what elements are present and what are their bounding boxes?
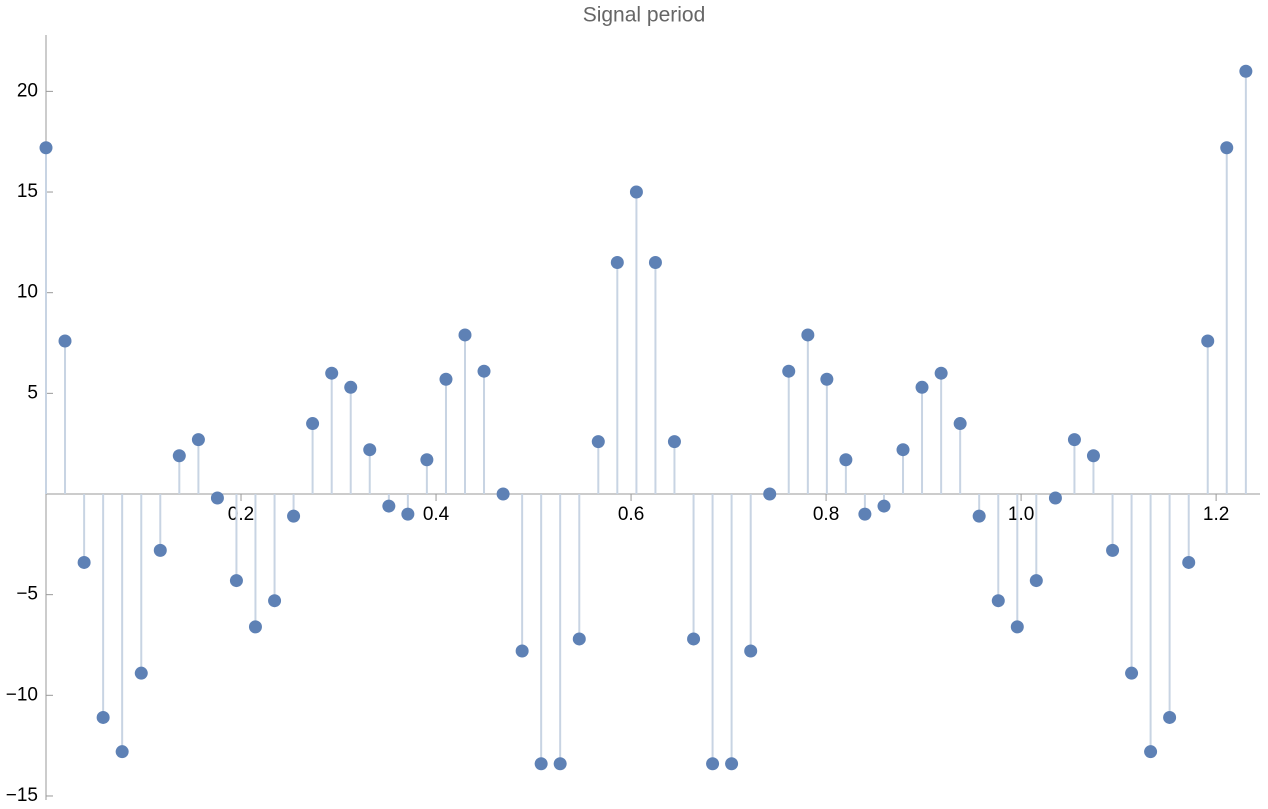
point bbox=[401, 507, 415, 521]
point bbox=[134, 666, 148, 680]
y-tick-label: 20 bbox=[17, 80, 38, 101]
point bbox=[1125, 666, 1139, 680]
y-tick-label: −5 bbox=[16, 584, 38, 605]
chart-title: Signal period bbox=[583, 4, 706, 27]
y-tick-label: −10 bbox=[6, 684, 38, 705]
point bbox=[172, 449, 186, 463]
point bbox=[229, 574, 243, 588]
x-tick-label: 0.2 bbox=[228, 504, 254, 525]
point bbox=[1201, 334, 1215, 348]
y-tick-label: 10 bbox=[17, 282, 38, 303]
point bbox=[420, 453, 434, 467]
point bbox=[744, 644, 758, 658]
x-tick-label: 1.0 bbox=[1008, 504, 1034, 525]
x-tick-label: 0.4 bbox=[423, 504, 450, 525]
point bbox=[934, 366, 948, 380]
point bbox=[1106, 543, 1120, 557]
point bbox=[820, 372, 834, 386]
point bbox=[706, 757, 720, 771]
point bbox=[191, 433, 205, 447]
point bbox=[896, 443, 910, 457]
point bbox=[96, 710, 110, 724]
point bbox=[1010, 620, 1024, 634]
point bbox=[858, 507, 872, 521]
point bbox=[877, 499, 891, 513]
point bbox=[972, 509, 986, 523]
point bbox=[725, 757, 739, 771]
point bbox=[363, 443, 377, 457]
point bbox=[839, 453, 853, 467]
point bbox=[610, 255, 624, 269]
point bbox=[496, 487, 510, 501]
point bbox=[687, 632, 701, 646]
y-tick-label: 15 bbox=[17, 181, 38, 202]
point bbox=[553, 757, 567, 771]
point bbox=[477, 364, 491, 378]
point bbox=[1067, 433, 1081, 447]
point bbox=[344, 380, 358, 394]
point bbox=[153, 543, 167, 557]
point bbox=[268, 594, 282, 608]
point bbox=[306, 417, 320, 431]
point bbox=[515, 644, 529, 658]
y-tick-label: 5 bbox=[27, 382, 38, 403]
point bbox=[77, 555, 91, 569]
point bbox=[667, 435, 681, 449]
point bbox=[915, 380, 929, 394]
point bbox=[1239, 64, 1253, 78]
point bbox=[382, 499, 396, 513]
point bbox=[115, 745, 129, 759]
point bbox=[1048, 491, 1062, 505]
point bbox=[58, 334, 72, 348]
point bbox=[39, 141, 53, 155]
x-tick-label: 1.2 bbox=[1203, 504, 1229, 525]
point bbox=[248, 620, 262, 634]
point bbox=[1086, 449, 1100, 463]
point bbox=[1029, 574, 1043, 588]
point bbox=[591, 435, 605, 449]
point bbox=[439, 372, 453, 386]
x-tick-label: 0.8 bbox=[813, 504, 839, 525]
point bbox=[953, 417, 967, 431]
point bbox=[572, 632, 586, 646]
point bbox=[534, 757, 548, 771]
point bbox=[763, 487, 777, 501]
point bbox=[325, 366, 339, 380]
point bbox=[991, 594, 1005, 608]
point bbox=[629, 185, 643, 199]
point bbox=[1163, 710, 1177, 724]
point bbox=[1220, 141, 1234, 155]
point bbox=[458, 328, 472, 342]
point bbox=[801, 328, 815, 342]
y-tick-label: −15 bbox=[6, 785, 38, 806]
point bbox=[1144, 745, 1158, 759]
point bbox=[648, 255, 662, 269]
x-tick-label: 0.6 bbox=[618, 504, 644, 525]
point bbox=[782, 364, 796, 378]
point bbox=[210, 491, 224, 505]
point bbox=[287, 509, 301, 523]
point bbox=[1182, 555, 1196, 569]
